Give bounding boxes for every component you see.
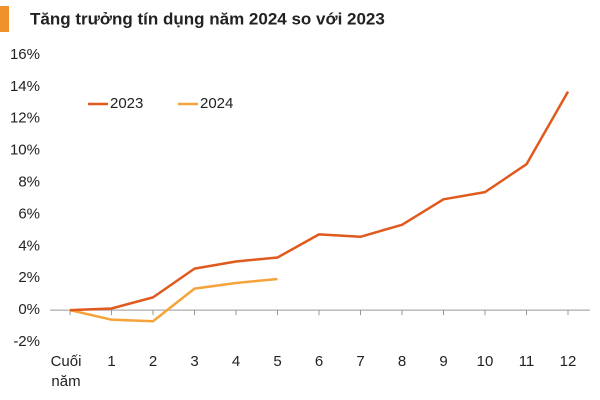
x-tick-label: 4 [231,353,241,370]
x-tick-label: 9 [439,353,448,370]
y-tick-label: 12% [10,110,40,127]
x-tick-label: 3 [190,353,199,370]
x-tick-label: 2 [148,353,158,370]
x-tick-label: 11 [518,353,535,370]
y-tick-label: 8% [18,174,40,191]
y-tick-label: 16% [10,46,40,63]
y-tick-label: -2% [13,333,40,350]
y-tick-label: 14% [10,78,40,95]
y-tick-label: 2% [18,269,40,286]
chart-title: Tăng trưởng tín dụng năm 2024 so với 202… [30,9,385,28]
x-tick-label: 12 [559,353,577,370]
x-tick-label: 1 [107,353,116,370]
line-series [69,91,570,312]
title-marker [0,6,9,32]
x-tick-label: 8 [397,353,407,370]
legend-label: 2023 [110,95,143,112]
x-tick-label: 6 [314,353,324,370]
x-tick-label: 10 [476,353,494,370]
x-tick-label: Cuối năm [50,353,82,390]
y-tick-label: 4% [18,237,40,254]
x-tick-label: 7 [356,353,365,370]
y-tick-label: 6% [18,205,40,222]
legend-label: 2024 [200,95,233,112]
line-series [69,277,278,323]
y-tick-label: 0% [18,301,40,318]
y-tick-label: 10% [10,142,40,159]
x-tick-label: 5 [273,353,282,370]
